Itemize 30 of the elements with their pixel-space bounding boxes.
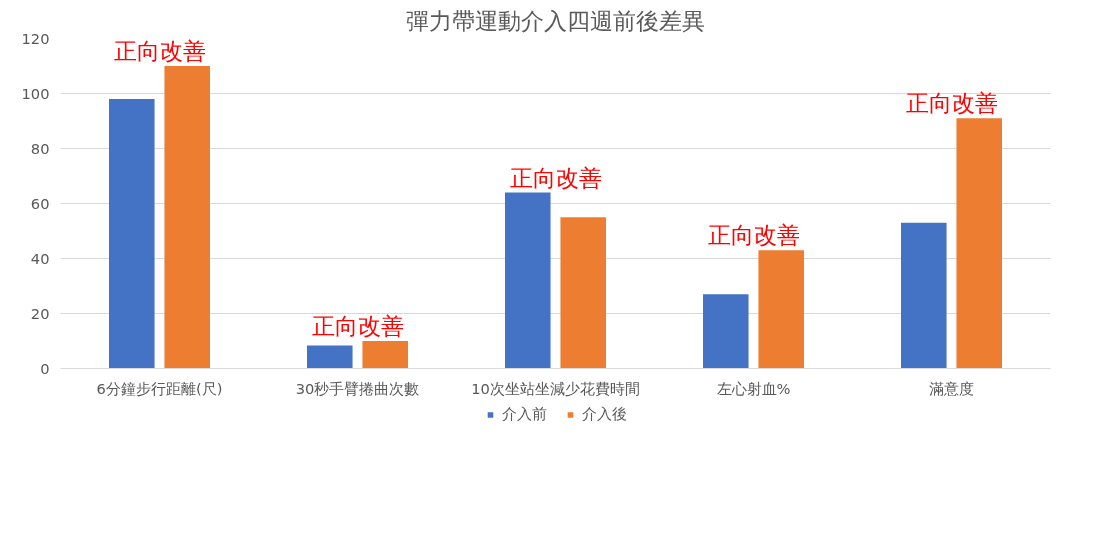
y-tick-label: 80	[30, 139, 50, 157]
annotation: 正向改善	[113, 38, 206, 64]
x-tick-label: 30秒手臂捲曲次數	[295, 379, 420, 397]
annotation: 正向改善	[311, 313, 404, 339]
legend-label: 介入後	[582, 404, 627, 424]
bar	[109, 99, 155, 369]
y-tick-label: 40	[30, 249, 50, 267]
annotation: 正向改善	[707, 222, 800, 249]
x-tick-label: 6分鐘步行距離(尺)	[96, 379, 223, 397]
bar	[362, 341, 408, 369]
bar	[307, 345, 353, 369]
y-tick-label: 20	[30, 304, 50, 322]
bar	[901, 222, 947, 369]
bar	[956, 118, 1002, 369]
bar	[164, 66, 210, 369]
y-tick-label: 0	[40, 359, 50, 377]
x-tick-label: 滿意度	[929, 379, 974, 397]
bar	[505, 192, 551, 369]
annotation: 正向改善	[509, 164, 602, 191]
y-tick-label: 60	[30, 194, 50, 212]
chart-title: 彈力帶運動介入四週前後差異	[406, 7, 705, 34]
y-tick-label: 100	[21, 84, 50, 102]
bar	[758, 250, 804, 369]
legend-label: 介入前	[502, 404, 547, 424]
bar	[560, 217, 606, 369]
annotation: 正向改善	[905, 90, 998, 117]
bar	[703, 294, 749, 369]
x-tick-label: 10次坐站坐減少花費時間	[471, 379, 640, 397]
x-tick-label: 左心射血%	[716, 379, 791, 397]
y-tick-label: 120	[21, 29, 50, 47]
